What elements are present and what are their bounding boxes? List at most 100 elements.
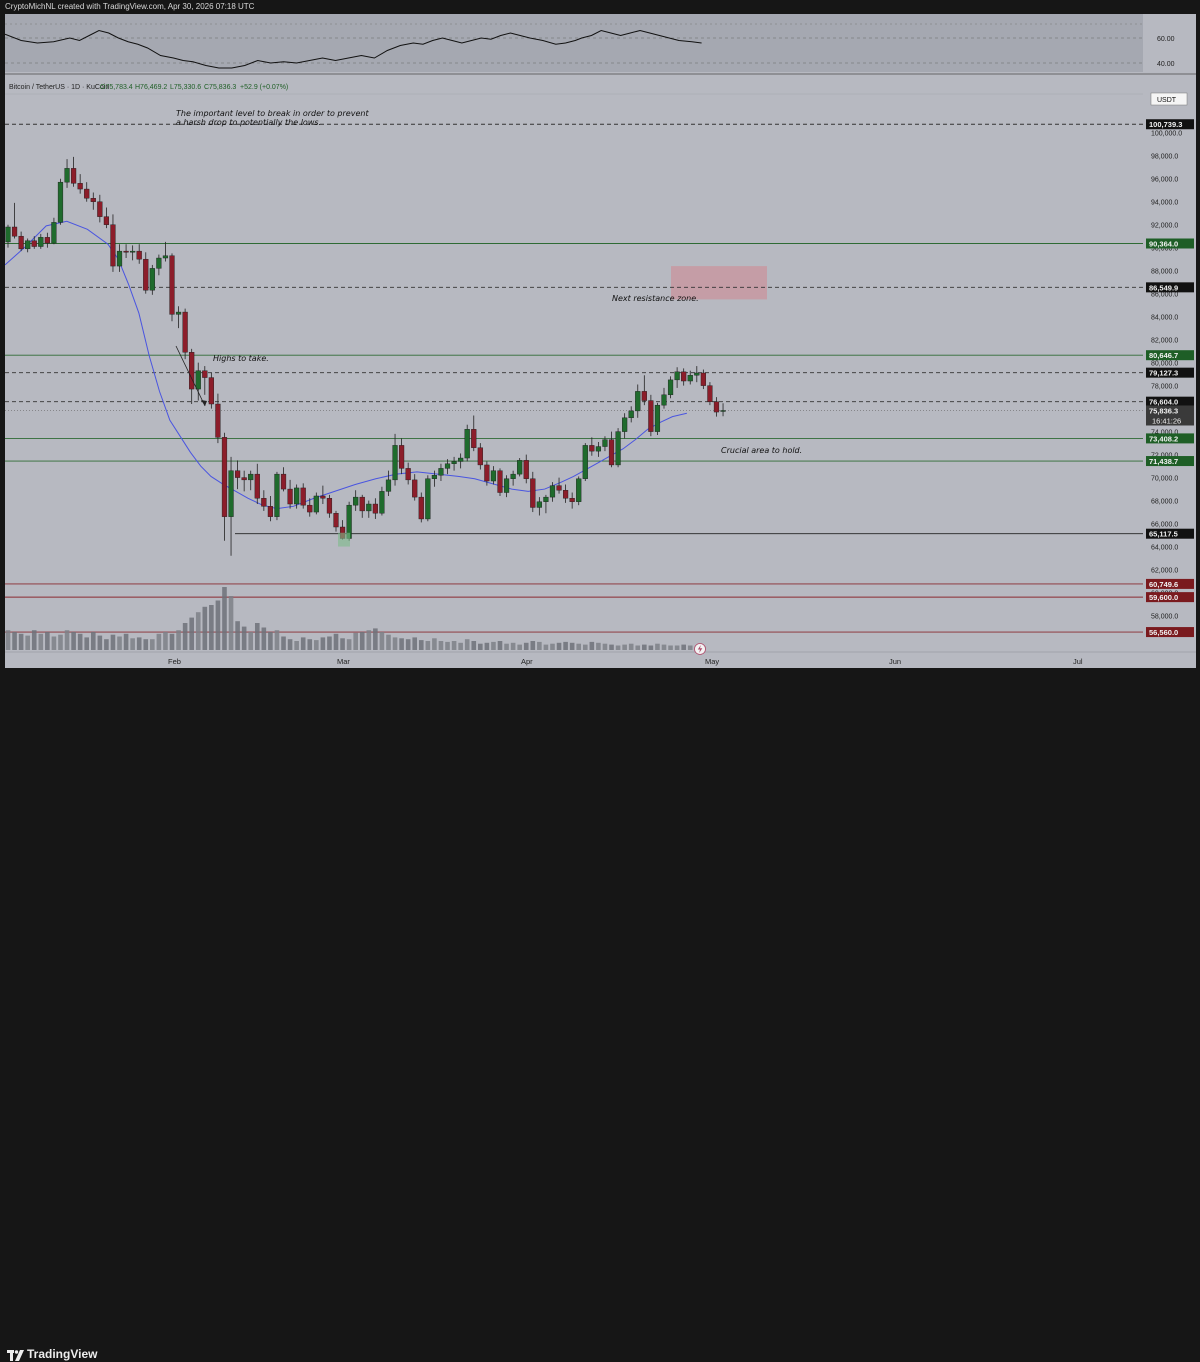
candle-body-up	[582, 445, 588, 479]
candle-body-down	[307, 504, 313, 513]
price-label-tag: 56,560.0	[1146, 627, 1194, 638]
candle-body-up	[602, 439, 608, 447]
volume-bar	[117, 636, 122, 650]
candle	[700, 369, 706, 390]
volume-bar	[648, 645, 654, 650]
candle	[667, 376, 674, 399]
candle	[300, 483, 306, 509]
lightning-icon[interactable]	[694, 643, 706, 655]
price-label-text: 71,438.7	[1149, 457, 1178, 466]
volume-bar	[589, 641, 595, 650]
footer-brand: TradingView	[27, 1347, 98, 1361]
volume-bar	[543, 644, 549, 650]
volume-bar	[405, 639, 411, 650]
candle-body-down	[523, 460, 529, 479]
candle-body-up	[5, 226, 11, 243]
price-label-text: 59,600.0	[1149, 593, 1178, 602]
candle	[18, 231, 24, 252]
candle-body-down	[569, 498, 575, 502]
candle-body-up	[353, 496, 359, 506]
candle	[635, 384, 641, 418]
volume-bar	[340, 638, 345, 650]
candle	[654, 402, 661, 436]
candle-body-up	[536, 501, 542, 508]
volume-bar	[451, 641, 457, 650]
price-label-tag: 80,646.7	[1146, 350, 1194, 361]
candle-body-up	[274, 473, 280, 517]
price-tick-label: 74,000.0	[1151, 430, 1178, 437]
candle-body-down	[713, 401, 720, 413]
candle-body-down	[477, 447, 483, 466]
candle	[202, 366, 208, 395]
price-label-bg	[1146, 405, 1194, 416]
price-tick-label: 96,000.0	[1151, 177, 1178, 184]
volume-bar	[163, 632, 168, 650]
candle	[490, 466, 497, 485]
tradingview-logo-icon	[7, 1350, 24, 1361]
candle	[674, 367, 680, 388]
price-label-text: 79,127.3	[1149, 369, 1178, 378]
candle	[392, 433, 398, 486]
candle-body-up	[444, 463, 451, 469]
rsi-line	[5, 29, 702, 69]
candle	[628, 406, 634, 423]
candle-body-up	[366, 503, 372, 512]
candle-body-up	[425, 478, 431, 520]
candles	[5, 156, 726, 556]
volume-bar	[77, 633, 83, 650]
candle-body-up	[694, 372, 700, 376]
price-label-text: 90,364.0	[1149, 240, 1178, 249]
volume-bar	[458, 642, 463, 650]
candle	[215, 393, 221, 444]
candle-body-down	[90, 198, 96, 202]
candle	[687, 370, 693, 385]
candle-body-up	[248, 473, 254, 481]
volume-bar	[523, 642, 529, 650]
rsi-tick-label: 60.00	[1157, 36, 1175, 43]
candle-body-down	[608, 439, 615, 466]
candle	[471, 415, 477, 452]
candle-body-down	[372, 503, 378, 514]
chart-panel[interactable]: 40.00 60.00 The important level to break …	[5, 14, 1196, 668]
candle-body-up	[622, 417, 628, 432]
volume-bar	[346, 639, 352, 650]
volume-bar	[609, 644, 614, 650]
volume-bar	[97, 635, 103, 650]
candle	[372, 498, 378, 519]
price-tick-label: 64,000.0	[1151, 545, 1178, 552]
price-tick-label: 86,000.0	[1151, 292, 1178, 299]
price-label-tag: 100,739.3	[1146, 119, 1194, 130]
candle	[130, 245, 136, 261]
price-label-bg	[1146, 528, 1194, 539]
volume-bar	[84, 637, 90, 650]
volume-bar	[661, 644, 667, 650]
candle	[622, 413, 628, 439]
candle	[182, 308, 188, 360]
candle	[385, 470, 392, 496]
price-label-bg	[1146, 119, 1194, 130]
price-label-text: 76,604.0	[1149, 398, 1178, 407]
volume-bar	[169, 633, 175, 650]
volume-bar	[45, 632, 50, 650]
candle	[366, 500, 372, 518]
candle	[582, 443, 588, 482]
chart-canvas[interactable]: 40.00 60.00 The important level to break …	[5, 14, 1196, 668]
candle-body-up	[661, 394, 667, 406]
candle-body-up	[654, 404, 661, 432]
price-label-text: 56,560.0	[1149, 628, 1178, 637]
candle	[5, 224, 11, 248]
volume-bar	[307, 639, 313, 650]
volume-bar	[418, 640, 424, 650]
symbol-title: Bitcoin / TetherUS · 1D · KuCoin	[9, 84, 109, 91]
candle-body-up	[635, 391, 641, 412]
price-label-tag: 59,600.0	[1146, 592, 1194, 603]
candle-body-up	[490, 470, 497, 482]
volume-bar	[576, 643, 582, 650]
price-label-bg	[1146, 456, 1194, 467]
volume-bar	[195, 612, 201, 650]
volume-bar	[438, 641, 444, 650]
volume-bar	[202, 606, 208, 650]
candle	[641, 375, 647, 406]
time-axis-bg	[5, 652, 1196, 668]
price-label-bg	[1146, 350, 1194, 361]
